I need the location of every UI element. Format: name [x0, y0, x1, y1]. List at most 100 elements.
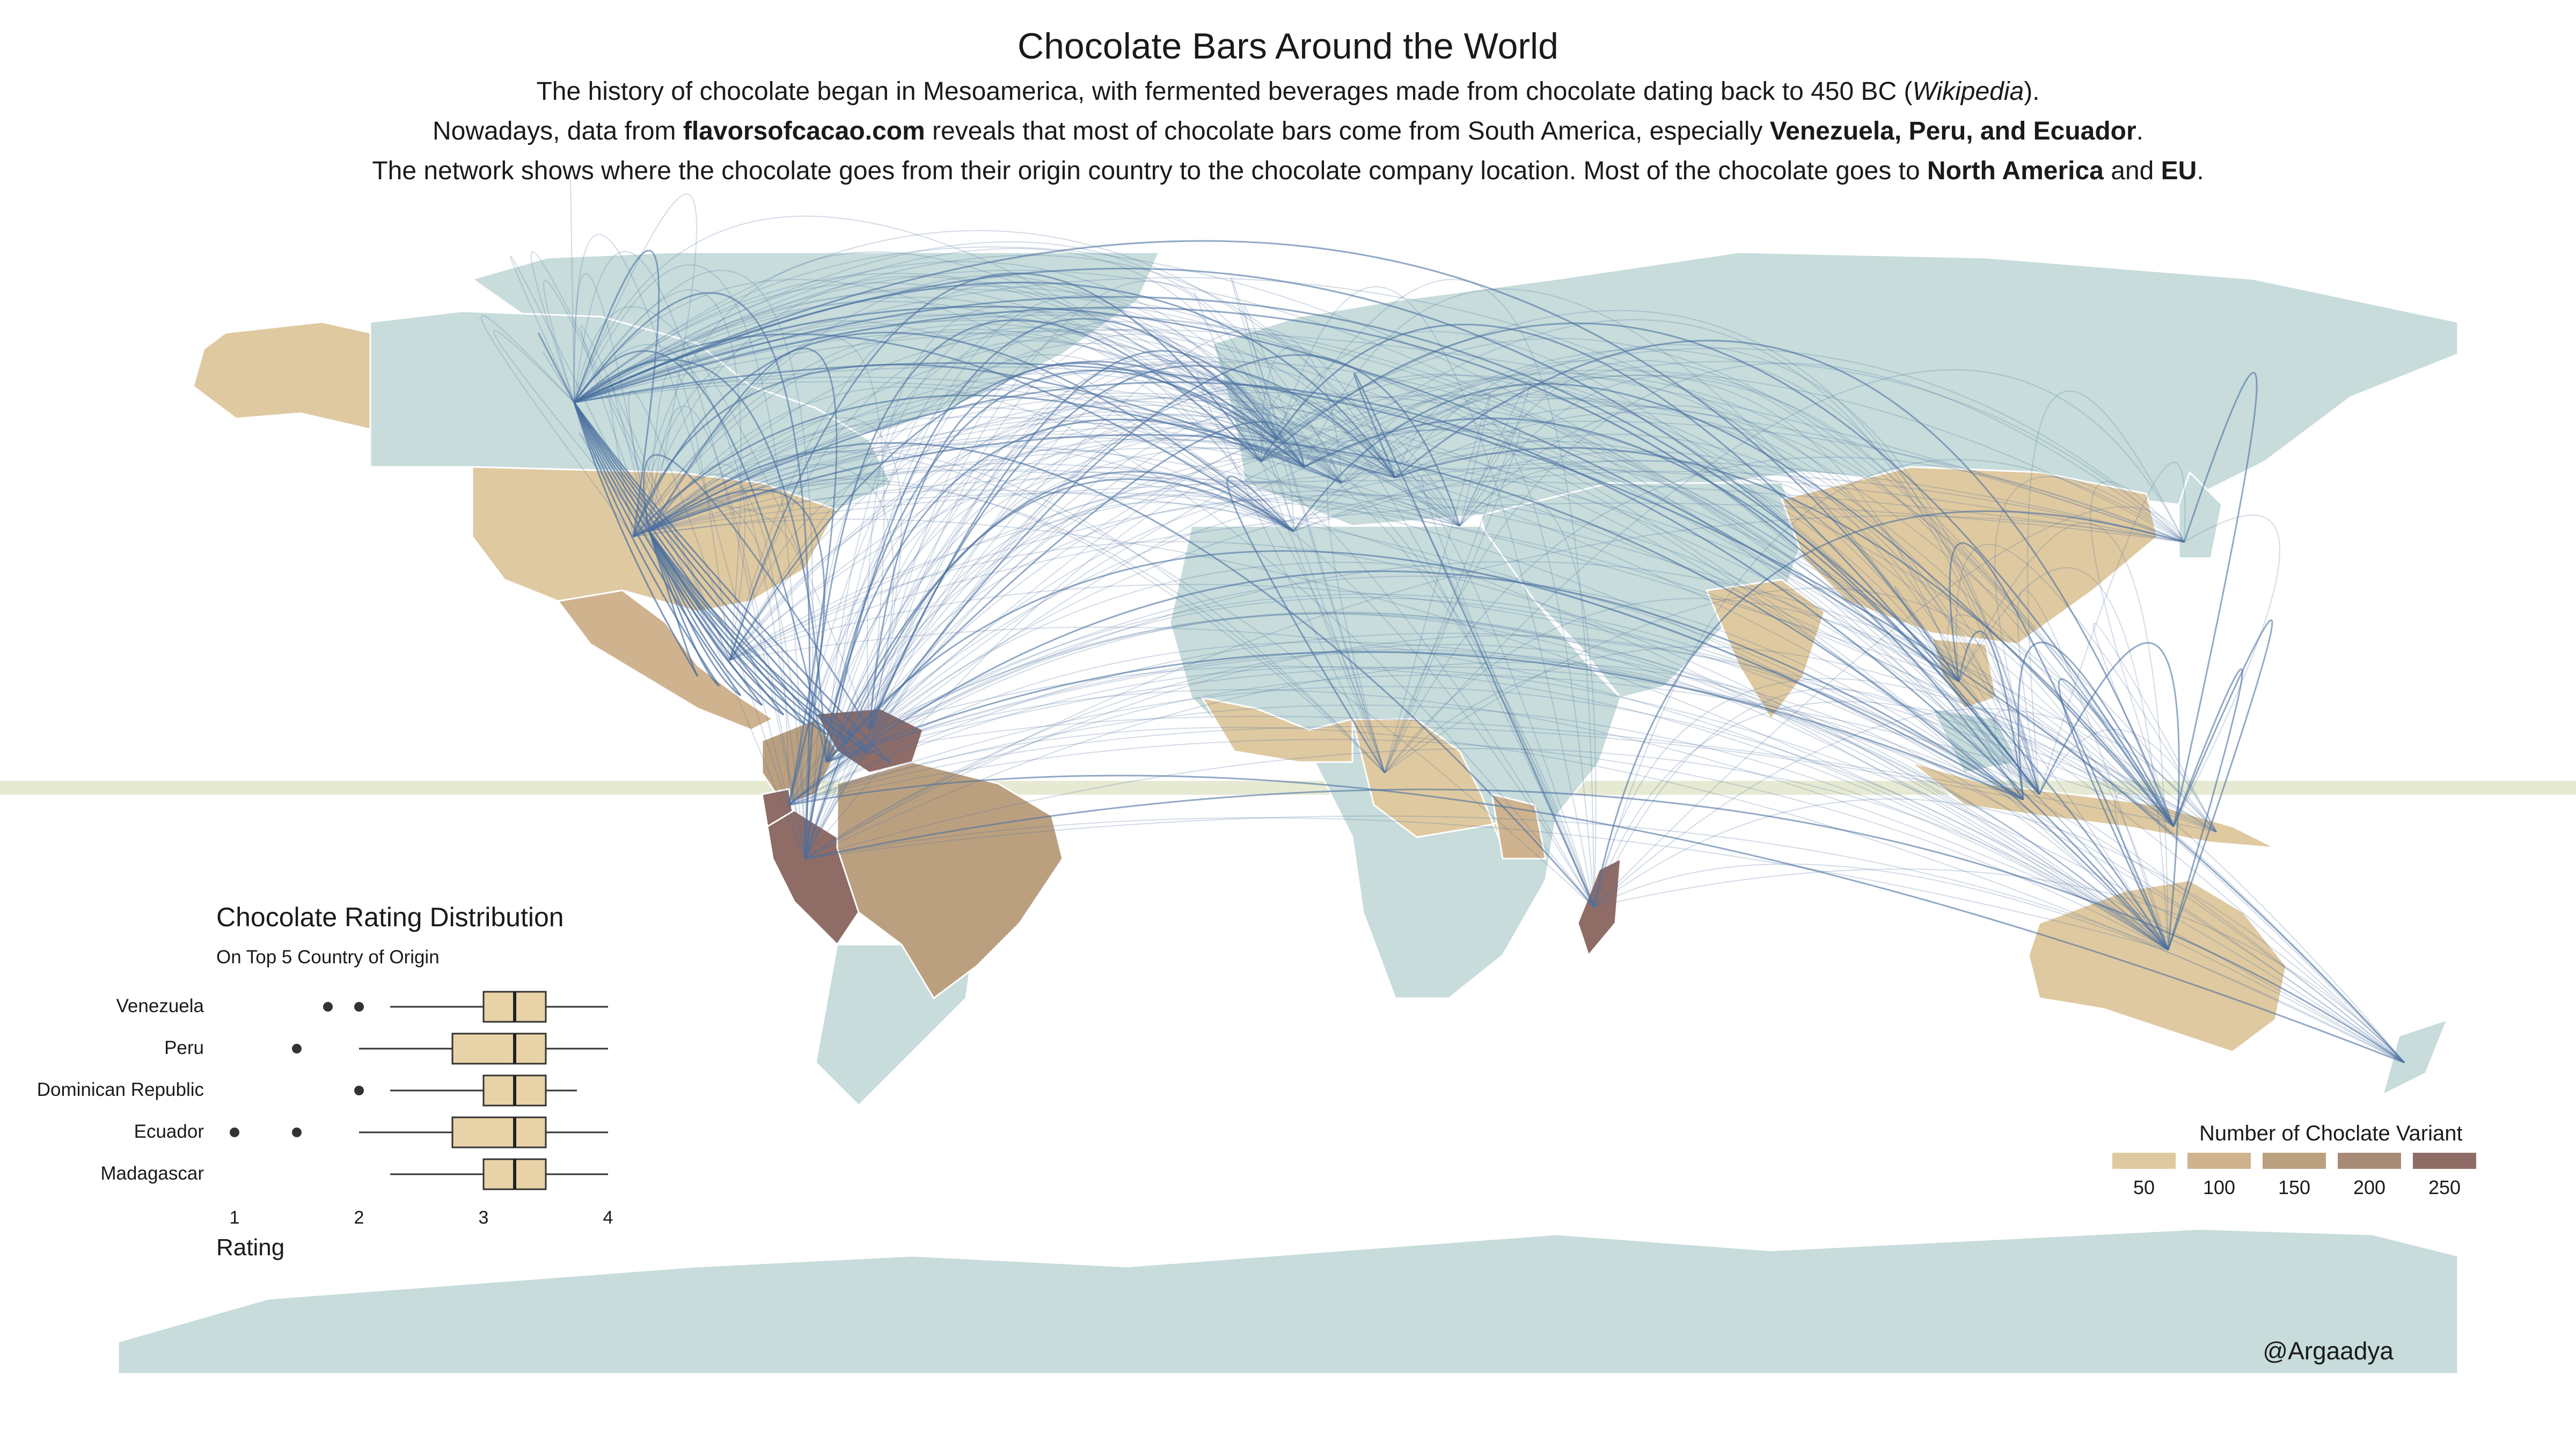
- flow-line: [574, 277, 2217, 832]
- flow-line: [729, 342, 1305, 661]
- flow-line: [788, 611, 2169, 950]
- legend-swatch: [2338, 1153, 2401, 1169]
- flow-line: [1395, 378, 1959, 682]
- flow-line: [1293, 460, 1959, 682]
- flow-line: [2039, 729, 2217, 832]
- page-title: Chocolate Bars Around the World: [1018, 26, 1558, 67]
- flow-line: [788, 361, 2185, 806]
- flow-line: [1958, 630, 2024, 800]
- flow-line: [729, 421, 2185, 661]
- flow-line: [1277, 279, 1594, 908]
- mexico-central-america: [557, 589, 774, 731]
- flow-line: [826, 689, 2405, 1063]
- flow-line: [649, 499, 806, 859]
- flow-line: [1384, 380, 1531, 773]
- flow-line: [1459, 375, 2174, 827]
- flow-line: [649, 506, 820, 859]
- flow-line: [1277, 338, 2174, 827]
- japan: [2178, 471, 2223, 559]
- flow-line: [648, 531, 699, 677]
- legend-swatch: [2413, 1153, 2476, 1169]
- wikipedia-citation: Wikipedia: [1912, 77, 2024, 106]
- flow-line: [1304, 418, 2040, 795]
- subtitle-text: .: [2197, 157, 2204, 185]
- flow-line: [729, 327, 1342, 661]
- flow-line: [574, 306, 2024, 800]
- flow-line: [648, 531, 827, 735]
- flow-line: [632, 394, 1342, 538]
- flow-line: [573, 402, 849, 745]
- flow-line: [1593, 701, 2217, 908]
- flow-line: [574, 311, 2405, 1063]
- flow-line: [826, 649, 2169, 950]
- legend-label: 200: [2353, 1176, 2386, 1198]
- flow-line: [633, 436, 1460, 537]
- flow-line: [1277, 409, 1594, 908]
- legend-swatch: [2187, 1153, 2251, 1169]
- flow-line: [481, 315, 634, 537]
- flow-line: [574, 314, 1594, 908]
- flow-line: [649, 464, 894, 730]
- flow-line: [826, 575, 2024, 800]
- boxplot-box: [451, 1033, 547, 1065]
- flow-line: [574, 264, 806, 859]
- flow-line: [804, 450, 1396, 859]
- subtitle-text: The history of chocolate began in Mesoam…: [536, 77, 1913, 106]
- legend-item: 150: [2263, 1153, 2326, 1199]
- flow-line: [804, 478, 1294, 859]
- flow-line: [633, 392, 2217, 832]
- flow-line: [788, 561, 2024, 806]
- flow-line: [648, 531, 763, 706]
- flow-line: [729, 438, 1396, 661]
- flow-line: [1304, 348, 2040, 795]
- flow-line: [574, 241, 1342, 484]
- flow-line: [633, 275, 1278, 537]
- flow-line: [648, 531, 870, 755]
- flow-line: [804, 662, 2169, 950]
- flow-line: [1947, 614, 2217, 832]
- flow-line: [633, 381, 2169, 950]
- flow-line: [573, 402, 742, 696]
- flow-line: [574, 381, 2405, 1063]
- flow-line: [1261, 393, 2040, 795]
- flow-line: [649, 489, 825, 806]
- flow-line: [1261, 322, 2175, 827]
- flow-line: [574, 320, 2169, 950]
- flow-line: [1395, 412, 2040, 795]
- flow-line: [633, 434, 1396, 537]
- flow-line: [729, 394, 2185, 661]
- flow-line: [574, 279, 1294, 532]
- boxplot-country-label: Venezuela: [116, 996, 204, 1016]
- flow-line: [574, 193, 698, 532]
- flow-line: [1395, 360, 1959, 682]
- flow-line: [1421, 474, 1594, 908]
- flow-line: [1395, 434, 2040, 795]
- flow-line: [826, 495, 1294, 763]
- flow-line: [1593, 708, 2217, 908]
- flow-line: [1994, 475, 2185, 795]
- flow-line: [788, 633, 2217, 832]
- flow-line: [648, 531, 720, 687]
- flow-line: [2039, 462, 2186, 795]
- flow-line: [1243, 305, 1385, 773]
- flow-line: [574, 273, 1342, 484]
- new-zealand: [2381, 1018, 2449, 1096]
- flow-line: [788, 774, 2405, 1064]
- flow-line: [648, 531, 806, 726]
- antarctica: [117, 1228, 2459, 1375]
- flow-line: [633, 275, 1342, 537]
- flow-line: [826, 715, 2217, 832]
- legend-label: 50: [2133, 1176, 2155, 1198]
- legend-item: 100: [2187, 1153, 2251, 1199]
- flow-line: [573, 402, 699, 677]
- flow-line: [826, 561, 2217, 832]
- flow-line: [788, 400, 1460, 806]
- flow-line: [826, 371, 1278, 763]
- flow-line: [633, 480, 2185, 543]
- india: [1705, 579, 1826, 721]
- flow-line: [2090, 481, 2185, 827]
- boxplot-country-label: Peru: [164, 1037, 204, 1058]
- eu-label: EU: [2161, 157, 2197, 185]
- boxplot-outlier: [292, 1044, 302, 1053]
- flow-line: [649, 477, 1959, 682]
